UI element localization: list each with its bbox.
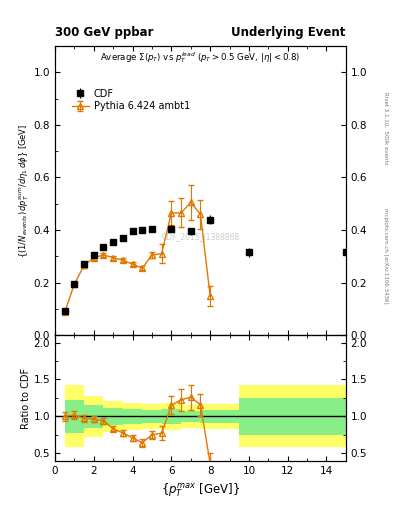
Text: mcplots.cern.ch [arXiv:1306.3436]: mcplots.cern.ch [arXiv:1306.3436]	[383, 208, 388, 304]
Text: 300 GeV ppbar: 300 GeV ppbar	[55, 26, 154, 39]
Text: Rivet 3.1.10,  500k events: Rivet 3.1.10, 500k events	[383, 92, 388, 164]
X-axis label: $\{p_T^{max}$ [GeV]$\}$: $\{p_T^{max}$ [GeV]$\}$	[161, 481, 240, 499]
Text: CDF_2015_I1388868: CDF_2015_I1388868	[161, 232, 240, 241]
Y-axis label: $\{(1/N_{events})\, dp_T^{sum}/d\eta_1\, d\phi\}$ [GeV]: $\{(1/N_{events})\, dp_T^{sum}/d\eta_1\,…	[17, 123, 31, 258]
Text: Average $\Sigma(p_T)$ vs $p_T^{lead}$ ($p_T > 0.5$ GeV, $|\eta| < 0.8$): Average $\Sigma(p_T)$ vs $p_T^{lead}$ ($…	[100, 50, 301, 66]
Legend: CDF, Pythia 6.424 ambt1: CDF, Pythia 6.424 ambt1	[72, 89, 190, 112]
Y-axis label: Ratio to CDF: Ratio to CDF	[21, 368, 31, 429]
Text: Underlying Event: Underlying Event	[231, 26, 346, 39]
